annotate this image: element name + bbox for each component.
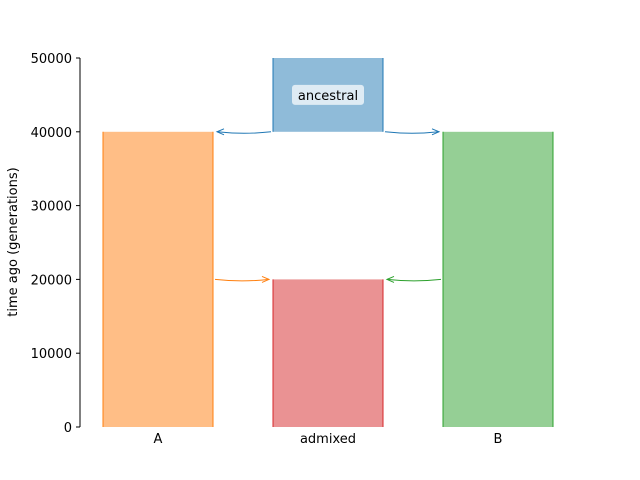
population-label-A: A xyxy=(154,432,163,447)
y-tick-label: 0 xyxy=(64,421,72,436)
migration-arrow-B-to-admixed xyxy=(386,278,442,282)
migration-arrow-ancestral-to-A xyxy=(216,131,272,134)
population-label-bg-ancestral xyxy=(292,84,364,105)
population-box-A xyxy=(103,131,213,428)
y-tick-label: 50000 xyxy=(31,52,72,67)
migration-arrow-ancestral-to-B xyxy=(384,131,440,134)
y-tick-label: 20000 xyxy=(31,273,72,288)
y-tick-label: 40000 xyxy=(31,126,72,141)
population-box-B xyxy=(443,131,553,428)
population-box-admixed xyxy=(273,279,383,427)
population-label-B: B xyxy=(494,432,503,447)
migration-arrowhead-A-to-admixed xyxy=(261,275,271,283)
migration-arrowhead-ancestral-to-A xyxy=(215,128,225,136)
population-label-admixed: admixed xyxy=(300,432,356,447)
y-tick-label: 10000 xyxy=(31,347,72,362)
migration-arrowhead-ancestral-to-B xyxy=(431,128,441,136)
y-axis-title: time ago (generations) xyxy=(6,167,21,316)
population-label-ancestral: ancestral xyxy=(298,89,358,104)
migration-arrows xyxy=(214,128,442,283)
y-tick-label: 30000 xyxy=(31,200,72,215)
migration-arrowhead-B-to-admixed xyxy=(385,275,395,283)
migration-arrow-A-to-admixed xyxy=(214,278,270,282)
population-boxes xyxy=(102,58,554,428)
y-axis: 0 10000 20000 30000 40000 50000 xyxy=(31,52,81,436)
